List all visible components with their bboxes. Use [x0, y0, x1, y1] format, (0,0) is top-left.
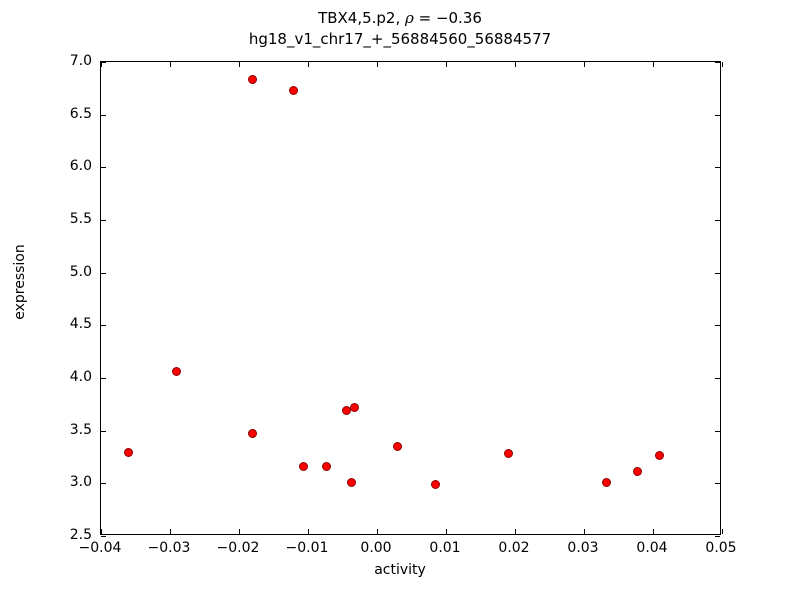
scatter-point [655, 451, 665, 461]
y-tick-mark-right [715, 62, 720, 63]
y-tick-mark [101, 430, 106, 432]
y-tick-label: 5.0 [69, 263, 92, 280]
y-tick-label: 6.5 [69, 105, 92, 122]
x-tick-mark-top [653, 62, 654, 67]
title-line-2: hg18_v1_chr17_+_56884560_56884577 [248, 30, 552, 48]
y-tick-mark [101, 378, 106, 379]
scatter-point [350, 402, 360, 412]
y-tick-mark [101, 483, 106, 485]
x-tick-mark-top [446, 62, 447, 67]
x-tick-label: 0.04 [636, 540, 668, 556]
x-tick-label: −0.04 [78, 540, 122, 556]
y-tick-mark-right [715, 378, 720, 379]
y-tick-label: 5.5 [69, 211, 92, 227]
y-tick-label: 6.0 [69, 158, 92, 175]
scatter-plot-area [101, 62, 720, 534]
x-tick-label: 0.05 [705, 540, 737, 556]
scatter-point [298, 461, 308, 471]
x-tick-mark [170, 529, 171, 534]
scatter-point [393, 441, 403, 451]
x-tick-mark [653, 529, 654, 534]
y-tick-mark-right [715, 220, 720, 221]
y-tick-mark [101, 114, 106, 116]
y-tick-mark [101, 220, 106, 221]
x-tick-label: −0.01 [285, 540, 329, 556]
x-tick-label: 0.02 [498, 540, 530, 556]
scatter-point [247, 75, 257, 85]
x-tick-mark-top [584, 62, 585, 67]
x-tick-mark [584, 529, 585, 534]
x-tick-mark-top [239, 62, 240, 67]
scatter-point [633, 467, 643, 477]
y-tick-mark [101, 62, 106, 63]
x-tick-label: −0.03 [147, 540, 191, 556]
x-tick-mark-top [722, 62, 723, 67]
scatter-point [503, 449, 513, 459]
x-tick-mark [239, 529, 240, 534]
title-gene-label: TBX4,5.p2, [318, 9, 406, 27]
scatter-point [172, 367, 182, 377]
x-tick-mark [377, 529, 378, 534]
y-tick-label: 3.0 [69, 474, 92, 491]
scatter-point [322, 461, 332, 471]
y-tick-label: 4.5 [69, 316, 92, 333]
scatter-point [602, 477, 612, 487]
scatter-point [248, 429, 258, 439]
y-tick-mark-right [715, 114, 720, 116]
y-tick-mark-right [715, 536, 720, 537]
rho-symbol: ρ [405, 9, 414, 27]
y-tick-mark-right [715, 483, 720, 485]
x-tick-label: −0.02 [216, 540, 260, 556]
y-tick-mark-right [715, 430, 720, 432]
y-tick-mark [101, 272, 106, 274]
x-tick-mark [446, 529, 447, 534]
y-axis-tick-labels: 2.5 3.0 3.5 4.0 4.5 5.0 5.5 6.0 6.5 7.0 [48, 0, 92, 600]
y-tick-mark [101, 167, 106, 169]
y-tick-mark [101, 536, 106, 537]
y-tick-label: 2.5 [69, 527, 92, 543]
x-tick-mark [722, 529, 723, 534]
y-tick-mark-right [715, 272, 720, 274]
y-axis-label: expression [12, 244, 28, 320]
y-tick-mark [101, 325, 106, 327]
x-tick-mark-top [308, 62, 309, 67]
y-tick-label: 4.0 [69, 369, 92, 385]
y-tick-mark-right [715, 325, 720, 327]
y-tick-mark-right [715, 167, 720, 169]
x-tick-mark [101, 529, 102, 534]
x-tick-mark-top [515, 62, 516, 67]
x-tick-mark [515, 529, 516, 534]
scatter-point [289, 85, 298, 95]
y-tick-label: 3.5 [69, 421, 92, 438]
scatter-point [346, 477, 356, 487]
scatter-point [431, 479, 441, 489]
x-tick-mark-top [377, 62, 378, 67]
x-tick-mark-top [101, 62, 102, 67]
y-tick-label: 7.0 [69, 53, 92, 69]
title-line-1: TBX4,5.p2, ρ = −0.36 [0, 8, 800, 29]
scatter-point [124, 448, 134, 458]
chart-title: TBX4,5.p2, ρ = −0.36 hg18_v1_chr17_+_568… [0, 8, 800, 50]
x-tick-label: 0.01 [429, 540, 461, 556]
x-tick-mark-top [170, 62, 171, 67]
x-axis-label: activity [374, 562, 426, 578]
x-tick-mark [308, 529, 309, 534]
plot-axes-frame [100, 61, 723, 537]
x-tick-label: 0.03 [567, 540, 599, 556]
x-tick-label: 0.00 [360, 540, 392, 556]
rho-value: = −0.36 [413, 9, 482, 27]
